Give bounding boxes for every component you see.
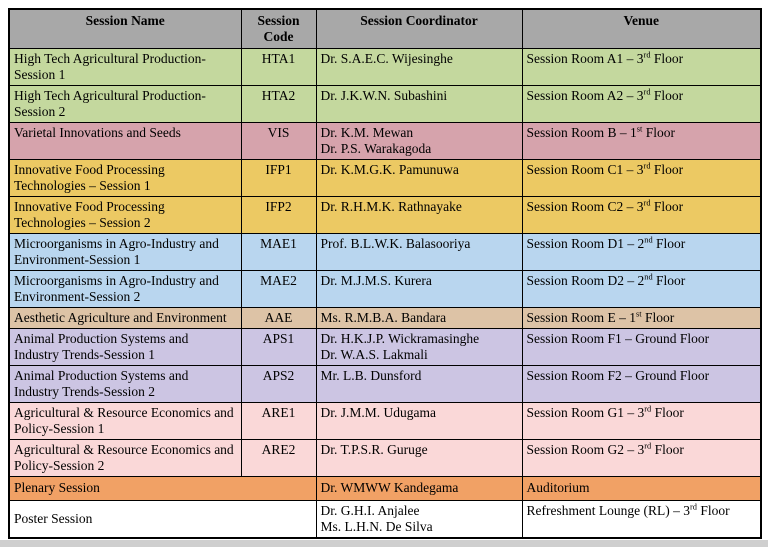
venue-cell: Session Room G2 – 3rd Floor: [521, 439, 762, 477]
session-code-cell: AAE: [240, 307, 317, 329]
session-name-cell: Aesthetic Agriculture and Environment: [8, 307, 242, 329]
session-coordinator-cell: Dr. J.M.M. Udugama: [315, 402, 523, 440]
header-session-code: Session Code: [240, 8, 317, 49]
table-row: Plenary Session Dr. WMWW Kandegama Auditor…: [8, 476, 762, 501]
session-code-cell: ARE1: [240, 402, 317, 440]
venue-cell: Refreshment Lounge (RL) – 3rd Floor: [521, 500, 762, 539]
venue-cell: Auditorium: [521, 476, 762, 501]
session-code-cell: MAE1: [240, 233, 317, 271]
venue-cell: Session Room B – 1st Floor: [521, 122, 762, 160]
session-name-cell: Microorganisms in Agro-Industry and Envi…: [8, 270, 242, 308]
session-coordinator-cell: Dr. K.M.G.K. Pamunuwa: [315, 159, 523, 197]
table-row: Agricultural & Resource Economics and Po…: [8, 402, 762, 440]
venue-cell: Session Room D2 – 2nd Floor: [521, 270, 762, 308]
header-venue: Venue: [521, 8, 762, 49]
document-body: Session Name Session Code Session Coordi…: [8, 8, 762, 539]
session-name-cell: Animal Production Systems and Industry T…: [8, 365, 242, 403]
session-name-cell: Varietal Innovations and Seeds: [8, 122, 242, 160]
session-coordinator-cell: Dr. G.H.I. Anjalee Ms. L.H.N. De Silva: [315, 500, 523, 539]
session-coordinator-cell: Dr. WMWW Kandegama: [315, 476, 523, 501]
session-coordinator-cell: Dr. J.K.W.N. Subashini: [315, 85, 523, 123]
session-name-cell: Agricultural & Resource Economics and Po…: [8, 402, 242, 440]
session-coordinator-cell: Dr. H.K.J.P. Wickramasinghe Dr. W.A.S. La…: [315, 328, 523, 366]
session-table: Session Name Session Code Session Coordi…: [8, 8, 762, 539]
table-row: Varietal Innovations and Seeds VIS Dr. K.M…: [8, 122, 762, 160]
venue-cell: Session Room C2 – 3rd Floor: [521, 196, 762, 234]
session-name-cell: High Tech Agricultural Production-Sessio…: [8, 85, 242, 123]
session-name-cell: Plenary Session: [8, 476, 317, 501]
session-code-cell: IFP1: [240, 159, 317, 197]
session-code-cell: HTA1: [240, 48, 317, 86]
table-row: High Tech Agricultural Production-Sessio…: [8, 48, 762, 86]
venue-cell: Session Room D1 – 2nd Floor: [521, 233, 762, 271]
header-session-coordinator: Session Coordinator: [315, 8, 523, 49]
page-bottom-strip: [0, 540, 768, 547]
session-code-cell: APS2: [240, 365, 317, 403]
venue-cell: Session Room G1 – 3rd Floor: [521, 402, 762, 440]
venue-cell: Session Room A1 – 3rd Floor: [521, 48, 762, 86]
table-row: Innovative Food Processing Technologies …: [8, 196, 762, 234]
table-row: Poster Session Dr. G.H.I. Anjalee Ms. L.H.…: [8, 500, 762, 539]
venue-cell: Session Room F2 – Ground Floor: [521, 365, 762, 403]
session-coordinator-cell: Dr. R.H.M.K. Rathnayake: [315, 196, 523, 234]
session-name-cell: Poster Session: [8, 500, 317, 539]
session-coordinator-cell: Dr. S.A.E.C. Wijesinghe: [315, 48, 523, 86]
session-name-cell: High Tech Agricultural Production-Sessio…: [8, 48, 242, 86]
table-row: Animal Production Systems and Industry T…: [8, 365, 762, 403]
session-name-cell: Microorganisms in Agro-Industry and Envi…: [8, 233, 242, 271]
session-name-cell: Innovative Food Processing Technologies …: [8, 196, 242, 234]
session-code-cell: HTA2: [240, 85, 317, 123]
session-coordinator-cell: Dr. T.P.S.R. Guruge: [315, 439, 523, 477]
session-code-cell: IFP2: [240, 196, 317, 234]
session-coordinator-cell: Prof. B.L.W.K. Balasooriya: [315, 233, 523, 271]
venue-cell: Session Room C1 – 3rd Floor: [521, 159, 762, 197]
session-code-cell: ARE2: [240, 439, 317, 477]
table-header-row: Session Name Session Code Session Coordi…: [8, 8, 762, 49]
session-name-cell: Innovative Food Processing Technologies …: [8, 159, 242, 197]
table-row: Animal Production Systems and Industry T…: [8, 328, 762, 366]
header-session-name: Session Name: [8, 8, 242, 49]
session-code-cell: MAE2: [240, 270, 317, 308]
session-coordinator-cell: Dr. M.J.M.S. Kurera: [315, 270, 523, 308]
session-coordinator-cell: Ms. R.M.B.A. Bandara: [315, 307, 523, 329]
venue-cell: Session Room E – 1st Floor: [521, 307, 762, 329]
session-name-cell: Agricultural & Resource Economics and Po…: [8, 439, 242, 477]
table-row: Aesthetic Agriculture and Environment AAE…: [8, 307, 762, 329]
venue-cell: Session Room A2 – 3rd Floor: [521, 85, 762, 123]
session-code-cell: VIS: [240, 122, 317, 160]
table-row: High Tech Agricultural Production-Sessio…: [8, 85, 762, 123]
session-table-body: High Tech Agricultural Production-Sessio…: [8, 48, 762, 539]
session-coordinator-cell: Mr. L.B. Dunsford: [315, 365, 523, 403]
session-name-cell: Animal Production Systems and Industry T…: [8, 328, 242, 366]
session-code-cell: APS1: [240, 328, 317, 366]
table-row: Microorganisms in Agro-Industry and Envi…: [8, 270, 762, 308]
session-coordinator-cell: Dr. K.M. Mewan Dr. P.S. Warakagoda: [315, 122, 523, 160]
table-row: Innovative Food Processing Technologies …: [8, 159, 762, 197]
table-row: Agricultural & Resource Economics and Po…: [8, 439, 762, 477]
venue-cell: Session Room F1 – Ground Floor: [521, 328, 762, 366]
table-row: Microorganisms in Agro-Industry and Envi…: [8, 233, 762, 271]
